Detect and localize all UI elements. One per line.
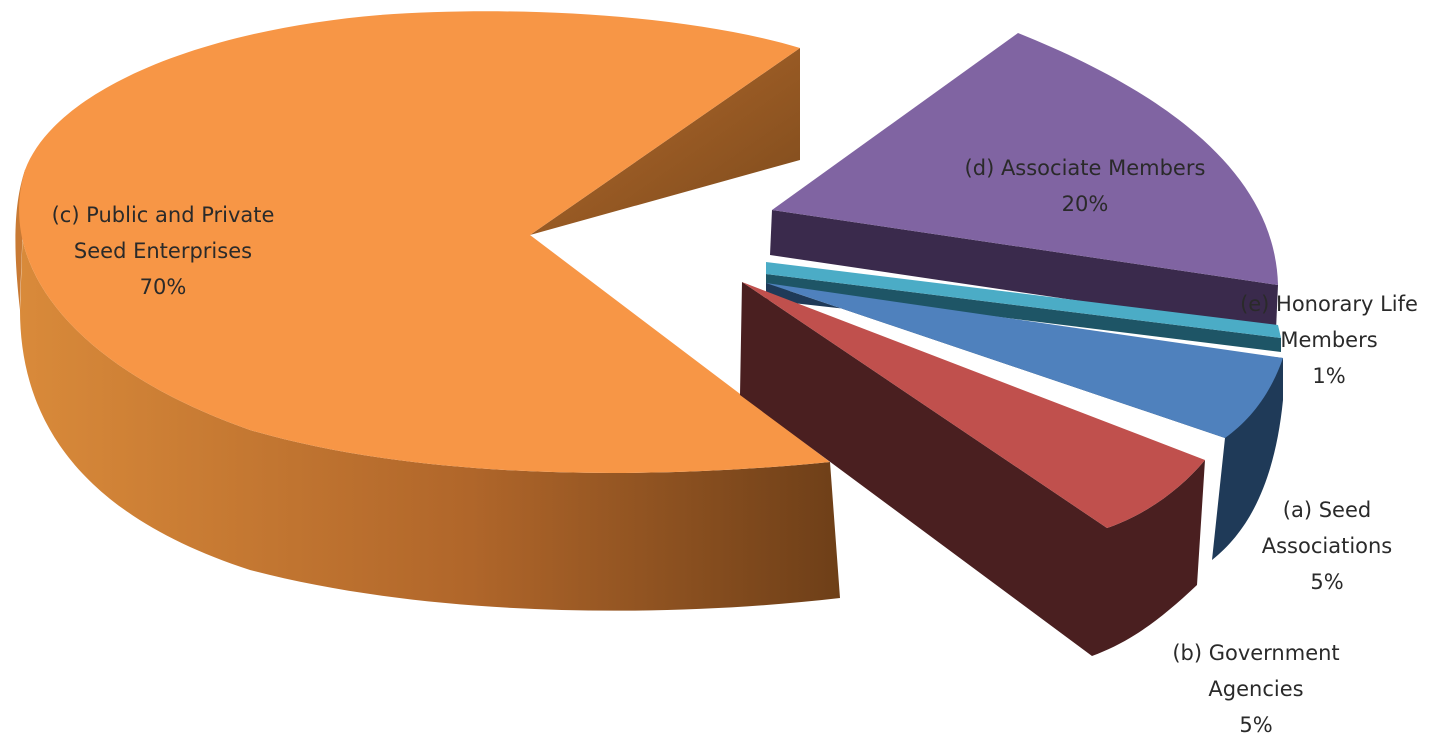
data-label-a: (a) Seed Associations 5% — [1262, 498, 1393, 594]
slice-name-label: Seed Enterprises — [74, 239, 252, 263]
pie-slice-e — [766, 262, 1281, 352]
slice-value-label: 70% — [140, 275, 187, 299]
slice-value-label: 1% — [1312, 364, 1345, 388]
slice-name-label: (b) Government — [1172, 641, 1339, 665]
slice-name-label: Associations — [1262, 534, 1393, 558]
pie-slice-c — [15, 11, 841, 611]
slice-top-c — [19, 11, 831, 473]
slice-top-a — [766, 283, 1283, 438]
slice-name-label: Members — [1280, 328, 1377, 352]
slice-name-label: (c) Public and Private — [52, 203, 275, 227]
data-label-c: (c) Public and Private Seed Enterprises 70… — [52, 203, 275, 299]
slice-side-e — [766, 274, 1281, 352]
slice-name-label: (a) Seed — [1283, 498, 1371, 522]
slice-top-d — [772, 33, 1278, 285]
slice-value-label: 20% — [1062, 192, 1109, 216]
data-label-d: (d) Associate Members 20% — [965, 156, 1206, 216]
slice-name-label: (d) Associate Members — [965, 156, 1206, 180]
slice-value-label: 5% — [1239, 713, 1272, 737]
slice-top-e — [766, 262, 1281, 338]
pie-slice-a — [766, 283, 1283, 560]
data-label-b: (b) Government Agencies 5% — [1172, 641, 1339, 737]
data-label-e: (e) Honorary Life Members 1% — [1240, 292, 1418, 388]
slice-name-label: Agencies — [1208, 677, 1303, 701]
slice-top-b — [742, 282, 1205, 528]
slice-name-label: (e) Honorary Life — [1240, 292, 1418, 316]
pie-slice-b — [740, 282, 1205, 656]
slice-side-b — [740, 282, 1205, 656]
slice-side-d — [770, 210, 1278, 330]
slice-value-label: 5% — [1310, 570, 1343, 594]
slice-side-c — [19, 170, 841, 611]
pie-slice-d — [770, 33, 1278, 330]
